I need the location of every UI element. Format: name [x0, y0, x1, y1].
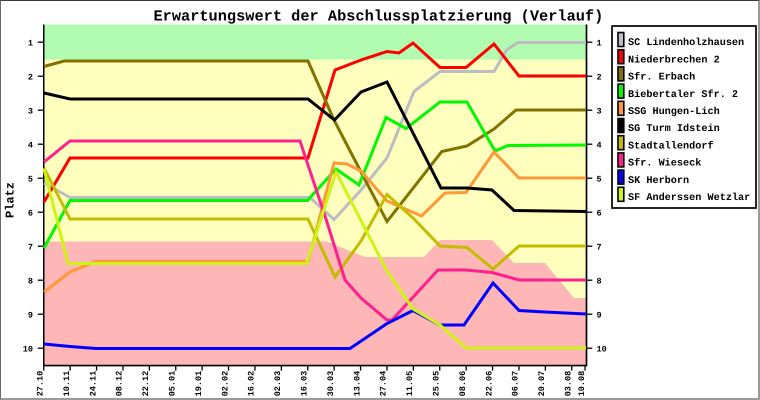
svg-text:7: 7: [28, 243, 33, 253]
svg-text:02.02: 02.02: [220, 371, 230, 397]
svg-text:Platz: Platz: [4, 182, 18, 218]
svg-text:10: 10: [597, 345, 607, 355]
svg-text:Biebertaler Sfr. 2: Biebertaler Sfr. 2: [628, 89, 738, 101]
svg-text:11.05: 11.05: [405, 371, 415, 397]
svg-text:6: 6: [597, 209, 602, 219]
svg-text:16.02: 16.02: [247, 371, 257, 397]
svg-text:06.07: 06.07: [511, 371, 521, 397]
svg-text:9: 9: [28, 311, 33, 321]
svg-text:16.03: 16.03: [300, 371, 310, 397]
svg-text:Niederbrechen 2: Niederbrechen 2: [628, 54, 720, 66]
svg-text:02.03: 02.03: [273, 371, 283, 397]
svg-text:SC Lindenholzhausen: SC Lindenholzhausen: [628, 37, 744, 49]
svg-text:10: 10: [23, 345, 33, 355]
svg-text:SK Herborn: SK Herborn: [628, 175, 689, 187]
svg-text:9: 9: [597, 311, 602, 321]
svg-text:13.04: 13.04: [352, 371, 362, 397]
svg-text:SF Anderssen Wetzlar: SF Anderssen Wetzlar: [628, 192, 750, 204]
svg-text:Stadtallendorf: Stadtallendorf: [628, 140, 714, 152]
svg-text:4: 4: [28, 141, 33, 151]
svg-text:22.12: 22.12: [141, 371, 151, 397]
svg-text:24.11: 24.11: [88, 371, 98, 397]
svg-text:22.06: 22.06: [484, 371, 494, 397]
svg-text:SG Turm Idstein: SG Turm Idstein: [628, 123, 720, 135]
svg-text:6: 6: [28, 209, 33, 219]
svg-text:27.10: 27.10: [36, 371, 46, 397]
svg-text:25.05: 25.05: [432, 371, 442, 397]
svg-text:05.01: 05.01: [168, 371, 178, 397]
svg-text:3: 3: [597, 107, 602, 117]
svg-text:1: 1: [597, 39, 602, 49]
svg-text:8: 8: [28, 277, 33, 287]
svg-text:2: 2: [28, 73, 33, 83]
svg-text:7: 7: [597, 243, 602, 253]
svg-text:2: 2: [597, 73, 602, 83]
svg-text:19.01: 19.01: [194, 371, 204, 397]
svg-text:3: 3: [28, 107, 33, 117]
svg-text:8: 8: [597, 277, 602, 287]
svg-text:30.03: 30.03: [326, 371, 336, 397]
svg-text:4: 4: [597, 141, 602, 151]
svg-text:Sfr. Wieseck: Sfr. Wieseck: [628, 158, 701, 170]
svg-text:Erwartungswert der Abschlusspl: Erwartungswert der Abschlussplatzierung …: [153, 8, 603, 26]
svg-text:5: 5: [597, 175, 602, 185]
svg-text:10.11: 10.11: [62, 371, 72, 397]
svg-text:20.07: 20.07: [537, 371, 547, 397]
svg-text:27.04: 27.04: [379, 371, 389, 397]
svg-text:03.08: 03.08: [564, 371, 574, 397]
svg-text:08.06: 08.06: [458, 371, 468, 397]
svg-text:5: 5: [28, 175, 33, 185]
svg-text:1: 1: [28, 39, 33, 49]
svg-text:08.12: 08.12: [115, 371, 125, 397]
svg-text:10.08: 10.08: [577, 371, 587, 397]
svg-text:SSG Hungen-Lich: SSG Hungen-Lich: [628, 106, 720, 118]
svg-text:Sfr. Erbach: Sfr. Erbach: [628, 72, 695, 84]
